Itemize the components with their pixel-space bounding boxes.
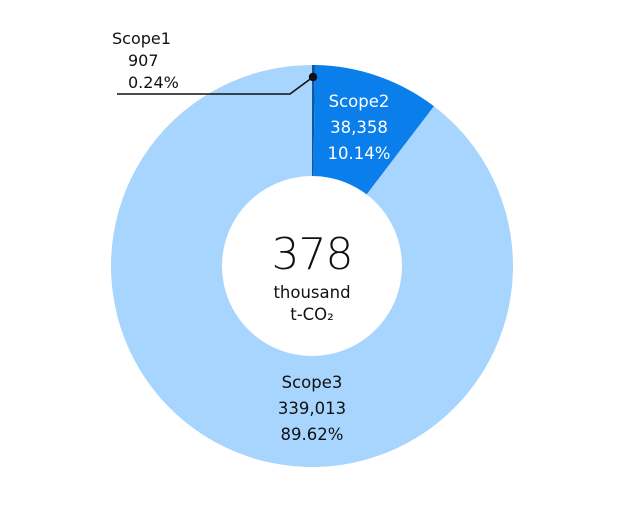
scope2-name: Scope2 — [328, 92, 390, 111]
scope2-label: Scope2 38,358 10.14% — [317, 89, 401, 167]
scope1-leader-line — [117, 76, 314, 95]
scope2-value: 38,358 — [330, 118, 388, 137]
scope3-percent: 89.62% — [280, 425, 344, 444]
total-unit-line2: t-CO₂ — [290, 305, 334, 324]
scope1-leader-dot — [308, 72, 318, 82]
scope1-value: 907 — [128, 51, 159, 70]
scope3-name: Scope3 — [281, 373, 343, 392]
scope1-percent: 0.24% — [128, 73, 179, 92]
total-unit-line1: thousand — [273, 283, 351, 302]
total-value: 378 — [271, 229, 354, 280]
scope3-label: Scope3 339,013 89.62% — [262, 370, 362, 448]
donut-hole — [222, 176, 402, 356]
scope1-name: Scope1 — [112, 29, 171, 48]
scope1-label: Scope1 907 0.24% — [112, 28, 192, 94]
scope3-value: 339,013 — [277, 399, 347, 418]
scope2-percent: 10.14% — [327, 144, 391, 163]
center-total: 378 thousand t-CO₂ — [222, 228, 402, 326]
